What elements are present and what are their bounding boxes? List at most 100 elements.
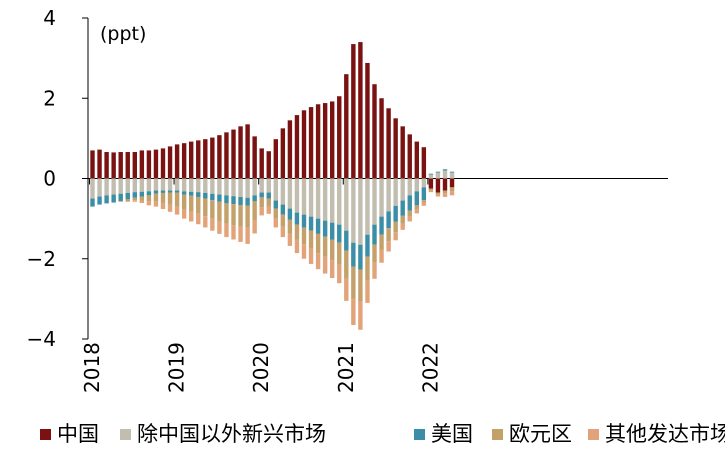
bar-segment	[153, 149, 159, 179]
bar-segment	[393, 205, 398, 222]
bar-segment	[174, 190, 180, 193]
bar-segment	[287, 120, 293, 179]
y-tick-label: −2	[27, 247, 56, 271]
bar-segment	[393, 118, 398, 179]
bar-segment	[174, 206, 180, 215]
bar-segment	[386, 108, 391, 179]
bar-segment	[428, 188, 434, 191]
bar-segment	[132, 178, 137, 193]
bar-segment	[217, 178, 222, 195]
bar-segment	[104, 178, 109, 196]
bar-segment	[146, 195, 152, 202]
bar-segment	[414, 178, 419, 192]
bar-segment	[414, 205, 419, 210]
bar-segment	[203, 216, 208, 228]
bar-segment	[351, 242, 356, 267]
bar-segment	[322, 256, 328, 274]
bar-segment	[294, 224, 300, 240]
bar-segment	[294, 212, 300, 225]
bar-segment	[358, 178, 363, 245]
bar-segment	[196, 192, 201, 197]
bar-segment	[372, 178, 377, 225]
bar-segment	[280, 178, 286, 205]
bar-segment	[118, 193, 123, 201]
bar-segment	[196, 213, 201, 225]
bar-segment	[273, 178, 278, 201]
bar-segment	[287, 208, 293, 220]
bar-segment	[132, 152, 137, 179]
bar-segment	[97, 149, 102, 179]
bar-segment	[337, 224, 342, 243]
bar-segment	[224, 203, 229, 224]
bar-segment	[252, 195, 257, 202]
bar-segment	[435, 194, 441, 197]
bar-segment	[379, 249, 384, 263]
bar-segment	[301, 178, 307, 215]
bar-segment	[435, 192, 441, 195]
bar-segment	[414, 141, 419, 179]
bar-segment	[160, 178, 166, 191]
bar-segment	[245, 197, 250, 206]
bar-segment	[337, 178, 342, 225]
bar-segment	[266, 206, 271, 214]
bar-segment	[330, 178, 335, 223]
bar-segment	[400, 215, 405, 224]
bar-segment	[449, 187, 455, 192]
bar-segment	[224, 195, 229, 204]
x-tick-label: 2019	[165, 342, 189, 393]
bar-segment	[322, 178, 328, 221]
bar-segment	[125, 152, 130, 179]
bar-segment	[181, 191, 187, 195]
bar-segment	[266, 151, 271, 179]
bar-segment	[224, 178, 229, 196]
y-tick-label: −4	[27, 327, 56, 351]
bar-segment	[238, 204, 243, 227]
bar-segment	[442, 178, 448, 191]
bar-segment	[118, 152, 123, 179]
bar-segment	[358, 269, 363, 302]
bar-segment	[330, 222, 335, 240]
bar-segment	[414, 209, 419, 214]
bar-segment	[351, 44, 356, 179]
bar-segment	[386, 228, 391, 242]
bar-segment	[231, 178, 236, 197]
bar-segment	[118, 200, 123, 202]
bar-segment	[344, 278, 349, 301]
bar-segment	[421, 178, 427, 188]
bar-segment	[273, 208, 278, 219]
bar-segment	[287, 219, 293, 234]
bar-segment	[139, 150, 145, 179]
bar-segment	[167, 190, 173, 193]
bar-segment	[400, 126, 405, 179]
bar-segment	[351, 178, 356, 243]
bar-segment	[245, 227, 250, 244]
bar-segment	[210, 200, 215, 219]
legend-swatch	[492, 429, 503, 440]
bar-segment	[308, 107, 314, 179]
bar-segment	[330, 239, 335, 261]
bar-segment	[308, 178, 314, 217]
legend-label: 中国	[57, 422, 99, 446]
bar-segment	[315, 104, 321, 179]
bar-segment	[393, 178, 398, 206]
bar-segment	[428, 190, 434, 193]
bar-segment	[210, 137, 215, 179]
bar-segment	[189, 191, 194, 196]
bar-segment	[407, 134, 412, 179]
bar-segment	[196, 196, 201, 214]
bar-segment	[167, 192, 173, 205]
y-tick-label: 0	[43, 167, 56, 191]
bar-segment	[407, 195, 412, 211]
bar-segment	[358, 42, 363, 179]
bar-segment	[351, 266, 356, 299]
bar-segment	[132, 192, 137, 198]
bar-segment	[407, 210, 412, 217]
bar-segment	[280, 214, 286, 227]
bar-segment	[153, 178, 159, 191]
bar-segment	[231, 129, 236, 179]
bar-segment	[217, 201, 222, 222]
bar-segment	[407, 216, 412, 222]
bar-segment	[449, 172, 455, 179]
bar-segment	[358, 244, 363, 270]
bar-segment	[139, 200, 145, 203]
